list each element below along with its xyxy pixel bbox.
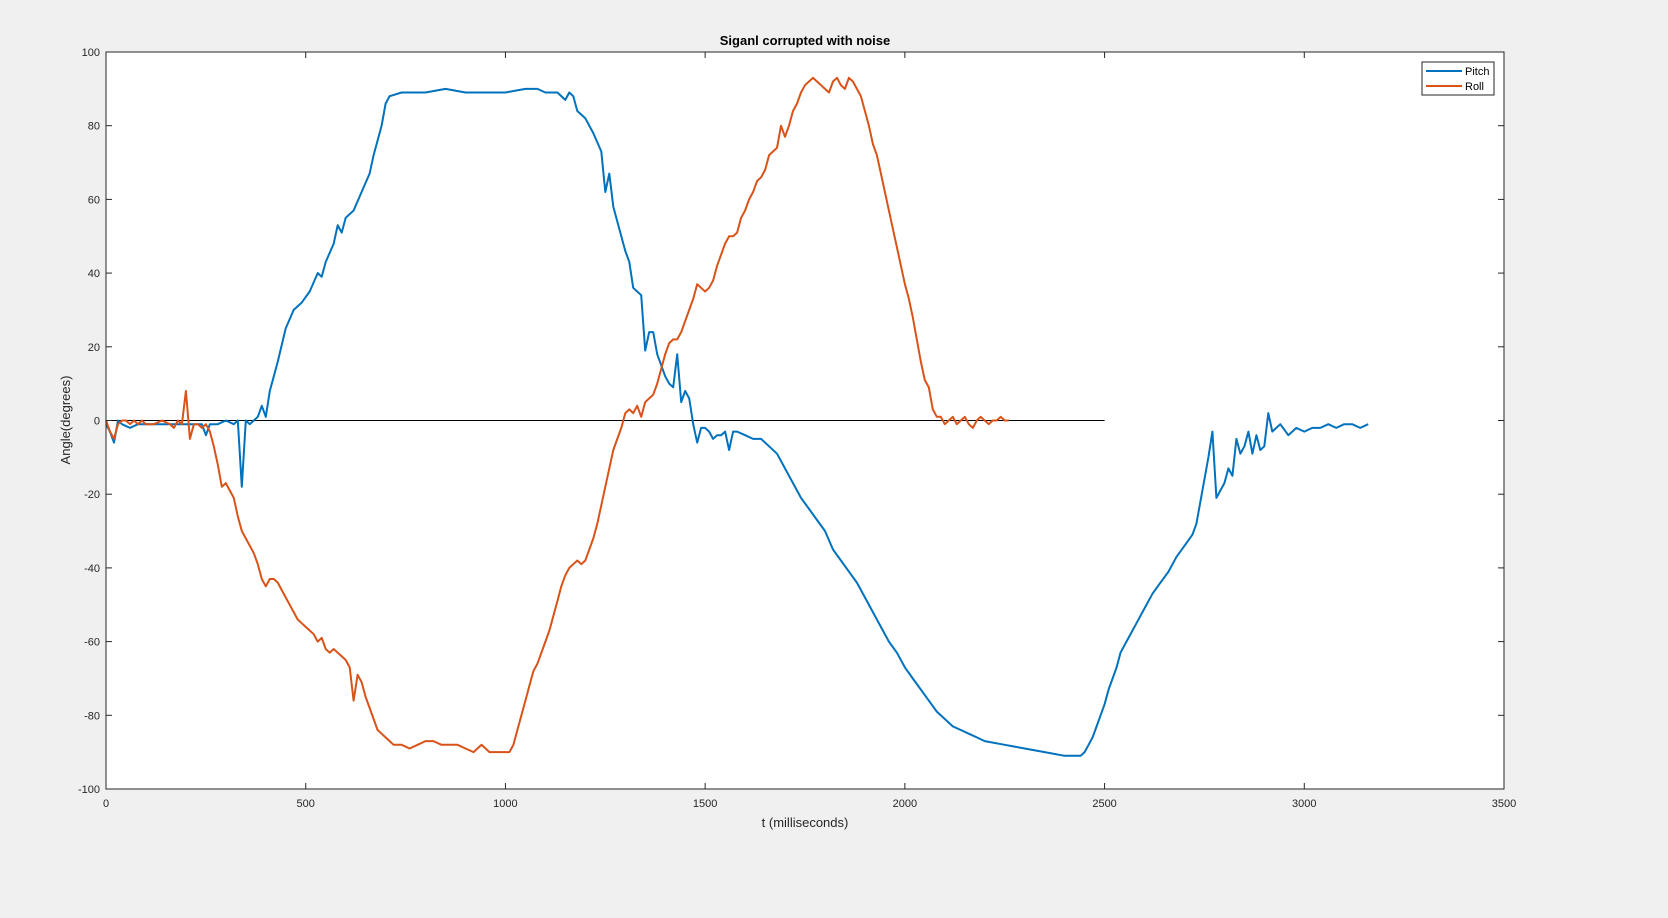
y-tick-label: 20	[88, 342, 100, 354]
legend-box	[1421, 61, 1495, 96]
y-axis-ticks: -100 -80 -60 -40 -20 0 20 40 60 80 100	[78, 47, 1504, 796]
y-tick-label: 80	[88, 121, 100, 133]
y-tick-label: 0	[94, 416, 100, 428]
chart-title: Siganl corrupted with noise	[720, 33, 890, 48]
y-tick-label: 100	[82, 47, 100, 59]
series-line-roll	[105, 76, 1009, 754]
x-axis-ticks: 0 500 1000 1500 2000 2500 3000 3500	[103, 52, 1516, 810]
x-tick-label: 2000	[893, 798, 917, 810]
y-tick-label: -100	[78, 784, 100, 796]
y-tick-label: -80	[84, 710, 100, 722]
x-tick-label: 500	[297, 798, 315, 810]
x-tick-label: 2500	[1092, 798, 1116, 810]
legend-label-roll: Roll	[1465, 81, 1484, 93]
x-tick-label: 1500	[693, 798, 717, 810]
y-tick-label: -60	[84, 637, 100, 649]
y-tick-label: 40	[88, 268, 100, 280]
legend[interactable]: Pitch Roll	[1421, 61, 1495, 96]
x-tick-label: 3500	[1492, 798, 1516, 810]
x-axis-label: t (milliseconds)	[762, 815, 849, 830]
x-tick-label: 0	[103, 798, 109, 810]
x-tick-label: 1000	[493, 798, 517, 810]
y-tick-label: -20	[84, 489, 100, 501]
legend-label-pitch: Pitch	[1465, 66, 1489, 78]
series-lines	[105, 76, 1369, 757]
x-tick-label: 3000	[1292, 798, 1316, 810]
y-tick-label: 60	[88, 194, 100, 206]
y-axis-label: Angle(degrees)	[58, 376, 73, 465]
y-tick-label: -40	[84, 563, 100, 575]
series-line-pitch	[105, 87, 1369, 757]
